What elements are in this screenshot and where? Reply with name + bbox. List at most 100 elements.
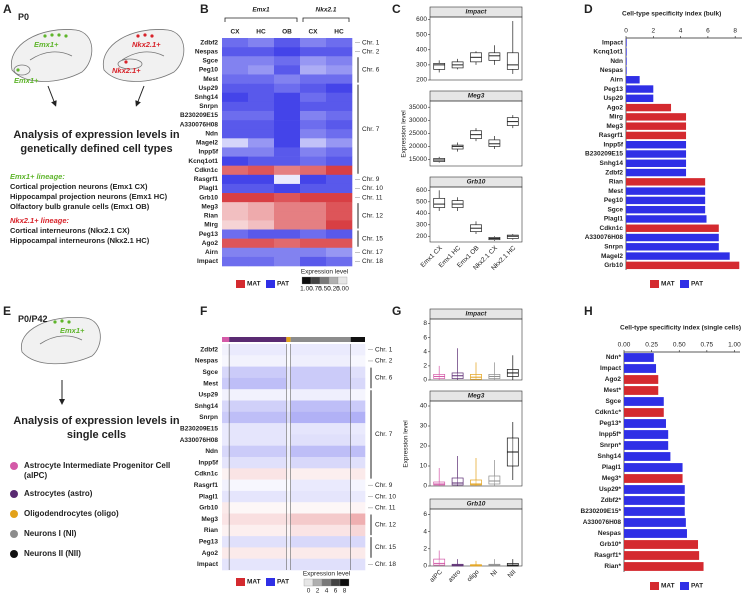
category-label: Cdkn1c: [600, 225, 624, 232]
heatmap-cell: [290, 468, 351, 480]
legend-swatch: [10, 462, 18, 470]
box: [506, 234, 519, 239]
color-scale-step: [339, 578, 350, 587]
heatmap-cell: [300, 120, 327, 130]
heatmap-cell: [229, 423, 287, 435]
heatmap-cell: [286, 434, 291, 446]
category-label: Snrpn*: [600, 442, 622, 449]
legend-label: Neurons II (NII): [24, 549, 81, 558]
heatmap-cell: [290, 366, 351, 379]
gene-label: Grb10: [199, 194, 218, 201]
bar: [626, 57, 627, 65]
bar: [626, 159, 687, 167]
legend-swatch: [236, 578, 245, 586]
heatmap-cell: [248, 138, 275, 148]
heatmap-cell: [229, 344, 287, 356]
category-label: Ndn: [610, 58, 623, 65]
legend-swatch: [236, 280, 245, 288]
heatmap-cell: [222, 423, 230, 435]
heatmap-cell: [274, 101, 301, 112]
panel-title: Grb10: [467, 179, 486, 186]
color-scale-step: [330, 578, 341, 587]
chart-title: Cell-type specificity index (single cell…: [620, 325, 741, 332]
legend-label: PAT: [277, 281, 289, 288]
heatmap-cell: [290, 355, 351, 367]
cell-type-bar: [222, 337, 230, 342]
x-tick-label: NI: [489, 569, 499, 579]
heatmap-cell: [300, 174, 327, 185]
heatmap-cell: [326, 110, 353, 121]
legend-swatch: [266, 578, 275, 586]
heatmap-cell: [229, 366, 287, 379]
group-bracket: [224, 17, 298, 22]
legend-label: PAT: [691, 281, 703, 288]
heatmap-cell: [248, 256, 275, 267]
chr-label: Chr. 1: [375, 346, 393, 353]
heatmap-cell: [290, 377, 351, 390]
category-label: Rasgrf1: [599, 132, 624, 139]
heatmap-cell: [229, 355, 287, 367]
box: [451, 144, 464, 150]
gene-label: A330076H08: [180, 437, 219, 444]
heatmap-cell: [222, 457, 230, 469]
bar: [626, 141, 687, 149]
heatmap-cell: [248, 92, 275, 103]
bar: [626, 215, 707, 223]
chr-label: Chr. 11: [375, 505, 396, 512]
category-label: Mirg: [609, 114, 623, 121]
heatmap-cell: [290, 445, 351, 458]
category-label: Grb10: [604, 262, 623, 269]
y-tick-label: 400: [416, 46, 427, 53]
heatmap-cell: [290, 547, 351, 559]
heatmap-cell: [229, 457, 287, 469]
color-scale-label: 0.50: [318, 286, 331, 293]
x-tick-label: 0.75: [701, 342, 714, 349]
heatmap-cell: [229, 389, 287, 401]
heatmap-cell: [274, 47, 301, 57]
chr-label: Chr. 11: [362, 194, 383, 201]
heatmap-cell: [300, 138, 327, 148]
legend-swatch: [10, 530, 18, 538]
heatmap-cell: [350, 366, 366, 379]
column-label: HC: [256, 29, 266, 36]
y-tick-label: 200: [416, 77, 427, 84]
heatmap-cell: [300, 74, 327, 84]
bar: [624, 397, 664, 406]
color-scale-label: 0.75: [309, 286, 322, 293]
heatmap-cell: [350, 434, 366, 446]
category-label: Impact: [602, 39, 624, 46]
heatmap-cell: [222, 129, 249, 139]
heatmap-cell: [326, 202, 353, 212]
color-scale-label: 0: [307, 588, 311, 595]
heatmap-cell: [222, 468, 230, 480]
heatmap-cell: [286, 457, 291, 469]
heatmap-cell: [300, 110, 327, 121]
y-tick-label: 500: [416, 199, 427, 206]
cell-dots: [16, 33, 154, 324]
bar: [624, 474, 683, 483]
y-tick-label: 4: [423, 348, 427, 355]
heatmap-cell: [326, 120, 353, 130]
legend-title: Expression level: [303, 571, 351, 578]
heatmap-cell: [350, 457, 366, 469]
category-label: Zdbf2: [605, 169, 623, 176]
box: [470, 479, 482, 486]
category-label: Mest*: [604, 387, 622, 394]
heatmap-cell: [274, 156, 301, 166]
gene-label: A330076H08: [180, 121, 219, 128]
x-tick-label: 2: [651, 28, 655, 35]
y-tick-label: 40: [420, 403, 428, 410]
gene-label: Cdkn1c: [195, 471, 219, 478]
heatmap-cell: [229, 490, 287, 503]
heatmap-cell: [286, 513, 291, 526]
gene-label: Mirg: [204, 222, 218, 229]
column-label: CX: [230, 29, 240, 36]
chr-label: Chr. 12: [375, 522, 396, 529]
heatmap-cell: [326, 174, 353, 185]
category-label: Meg3: [606, 123, 623, 130]
heatmap-cell: [222, 120, 249, 130]
y-tick-label: 600: [416, 187, 427, 194]
heatmap-cell: [300, 229, 327, 239]
chr-label: Chr. 9: [375, 482, 393, 489]
